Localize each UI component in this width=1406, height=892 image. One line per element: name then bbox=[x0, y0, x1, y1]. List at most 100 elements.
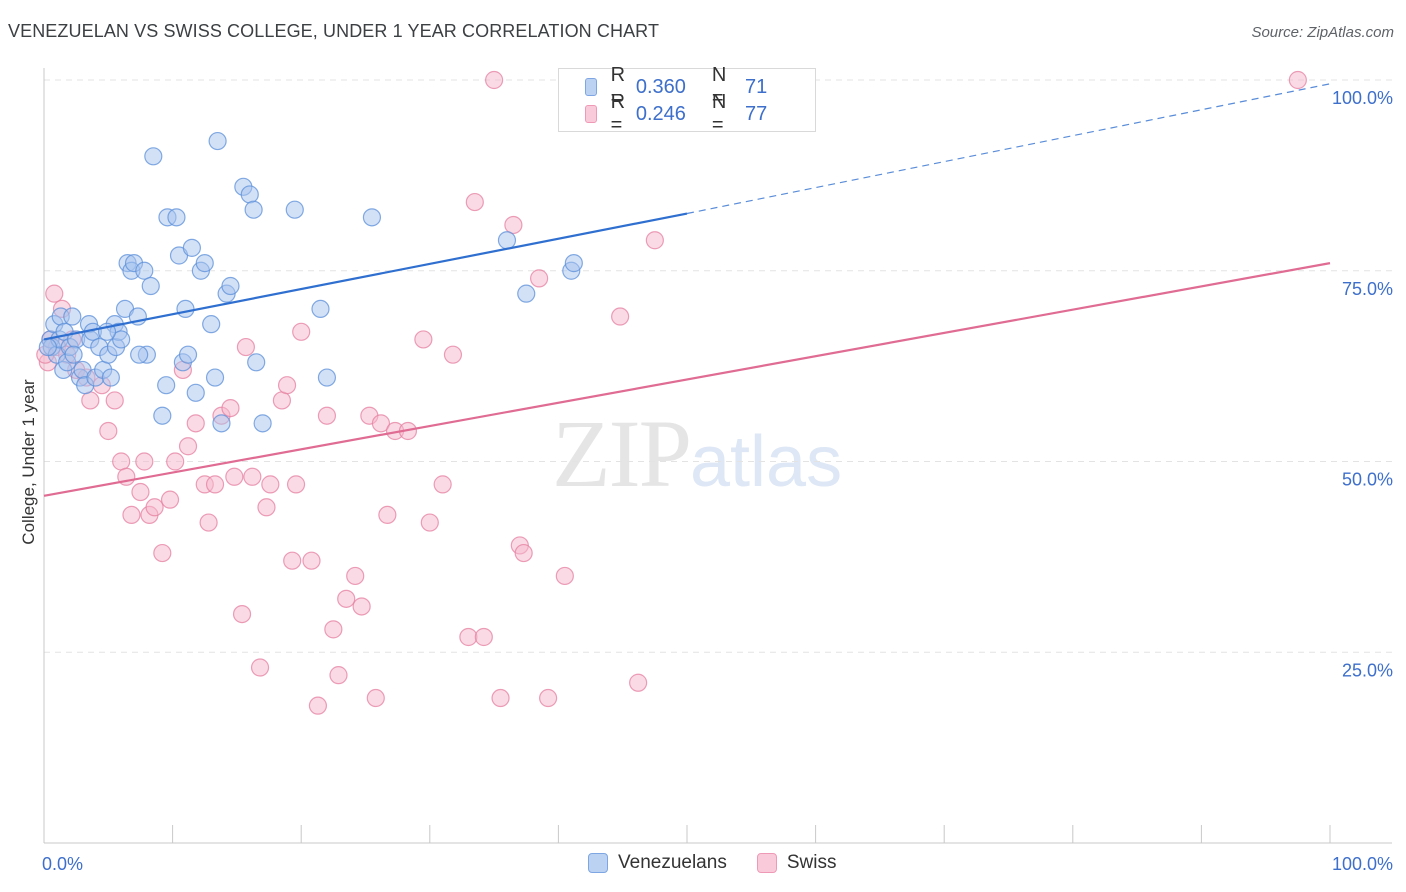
swiss-point bbox=[145, 498, 164, 517]
swiss-point bbox=[166, 452, 185, 471]
venezuelan-point bbox=[212, 414, 231, 433]
watermark-zip: ZIP bbox=[552, 400, 692, 507]
swiss-point bbox=[250, 658, 270, 677]
chart-title: VENEZUELAN VS SWISS COLLEGE, UNDER 1 YEA… bbox=[8, 21, 660, 41]
swiss-point bbox=[243, 467, 262, 486]
venezuelan-point bbox=[141, 276, 160, 296]
venezuelan-point bbox=[101, 368, 120, 387]
swiss-point bbox=[308, 696, 328, 715]
swiss-point bbox=[153, 543, 172, 563]
venezuelan-point bbox=[362, 208, 382, 227]
legend-r-label: R = bbox=[610, 64, 626, 109]
venezuelan-point bbox=[153, 406, 172, 425]
venezuelan-point bbox=[186, 383, 205, 402]
swiss-point bbox=[81, 391, 100, 410]
swiss-point bbox=[205, 475, 225, 494]
swiss-point bbox=[257, 498, 276, 517]
swiss-swatch bbox=[756, 853, 777, 873]
swiss-point bbox=[504, 215, 523, 235]
venezuelan-point bbox=[195, 254, 214, 273]
swiss-point bbox=[645, 231, 664, 250]
legend-row-venezuelans: R = 0.360 N = 71 bbox=[585, 64, 815, 109]
swiss-point bbox=[539, 688, 558, 708]
swiss-point bbox=[485, 70, 504, 90]
venezuelan-point bbox=[167, 208, 186, 227]
source-link[interactable]: Source: ZipAtlas.com bbox=[1251, 24, 1394, 41]
swiss-point bbox=[122, 505, 141, 525]
swiss-point bbox=[420, 513, 439, 532]
legend-r-value: 0.246 bbox=[635, 102, 686, 125]
legend-item-venezuelans[interactable]: Venezuelans bbox=[588, 852, 727, 874]
swiss-point bbox=[1288, 70, 1307, 90]
swiss-point bbox=[277, 376, 297, 395]
swiss-point bbox=[160, 490, 180, 509]
swiss-point bbox=[232, 604, 252, 624]
venezuelan-trend-line bbox=[43, 212, 688, 341]
swiss-point bbox=[629, 673, 648, 692]
venezuelan-point bbox=[63, 307, 82, 326]
grid-lines bbox=[44, 79, 1392, 653]
venezuelan-point bbox=[247, 353, 266, 372]
swiss-point bbox=[491, 688, 510, 708]
venezuelan-point bbox=[240, 185, 259, 204]
legend-n-label: N = bbox=[711, 91, 727, 136]
y-tick-label: 25.0% bbox=[1342, 660, 1393, 680]
swiss-point bbox=[337, 589, 356, 608]
swiss-point bbox=[414, 330, 433, 349]
swiss-trend-line bbox=[43, 262, 1331, 497]
swiss-point bbox=[292, 322, 311, 341]
y-tick-label: 100.0% bbox=[1332, 88, 1393, 108]
y-tick-label: 75.0% bbox=[1342, 279, 1393, 299]
legend-r-value: 0.360 bbox=[635, 75, 686, 98]
venezuelan-point bbox=[38, 337, 57, 357]
swiss-point bbox=[465, 192, 484, 212]
venezuelan-points bbox=[38, 131, 583, 433]
swiss-point bbox=[186, 414, 205, 433]
swiss-point bbox=[474, 627, 493, 647]
legend-row-swiss: R = 0.246 N = 77 bbox=[585, 91, 815, 136]
swiss-point bbox=[366, 688, 385, 708]
swiss-point bbox=[131, 482, 150, 502]
legend-r-label: R = bbox=[610, 91, 626, 136]
swiss-point bbox=[346, 566, 365, 586]
swiss-point bbox=[99, 421, 118, 441]
venezuelan-point bbox=[285, 200, 304, 219]
venezuelan-point bbox=[221, 276, 240, 296]
tick-labels: 25.0% 50.0% 75.0% 100.0% 0.0% 100.0% bbox=[42, 88, 1393, 874]
venezuelan-point bbox=[317, 368, 337, 387]
venezuelan-point bbox=[244, 200, 263, 219]
tick-marks bbox=[172, 825, 1331, 843]
legend-n-label: N = bbox=[711, 64, 727, 109]
swiss-point bbox=[530, 269, 549, 288]
legend-n-value: 71 bbox=[744, 75, 768, 98]
venezuelan-point bbox=[112, 330, 131, 349]
venezuelan-point bbox=[130, 345, 149, 364]
venezuelan-point bbox=[64, 345, 83, 364]
swiss-point bbox=[199, 513, 218, 532]
swiss-point bbox=[178, 437, 198, 456]
swiss-point bbox=[555, 566, 574, 586]
swiss-point bbox=[302, 551, 321, 570]
correlation-legend: R = 0.360 N = 71 R = 0.246 N = 77 bbox=[558, 64, 816, 136]
swiss-point bbox=[105, 391, 124, 410]
trend-lines bbox=[43, 83, 1331, 497]
x-tick-label: 0.0% bbox=[42, 854, 83, 874]
series-legend: Venezuelans Swiss bbox=[588, 852, 866, 874]
swiss-point bbox=[324, 620, 343, 639]
swiss-point bbox=[443, 345, 463, 364]
venezuelan-point bbox=[208, 131, 227, 151]
legend-n-value: 77 bbox=[744, 102, 768, 125]
swiss-points bbox=[36, 70, 1307, 715]
swiss-point bbox=[283, 551, 302, 570]
venezuelan-point bbox=[202, 315, 221, 334]
legend-item-swiss[interactable]: Swiss bbox=[756, 852, 837, 874]
legend-label: Swiss bbox=[786, 852, 837, 873]
swiss-point bbox=[261, 475, 280, 494]
swiss-point bbox=[378, 505, 397, 525]
swiss-point bbox=[272, 391, 292, 410]
venezuelan-point bbox=[178, 345, 198, 364]
swiss-point bbox=[514, 543, 533, 563]
venezuelan-point bbox=[253, 414, 272, 433]
venezuelan-point bbox=[182, 238, 201, 257]
